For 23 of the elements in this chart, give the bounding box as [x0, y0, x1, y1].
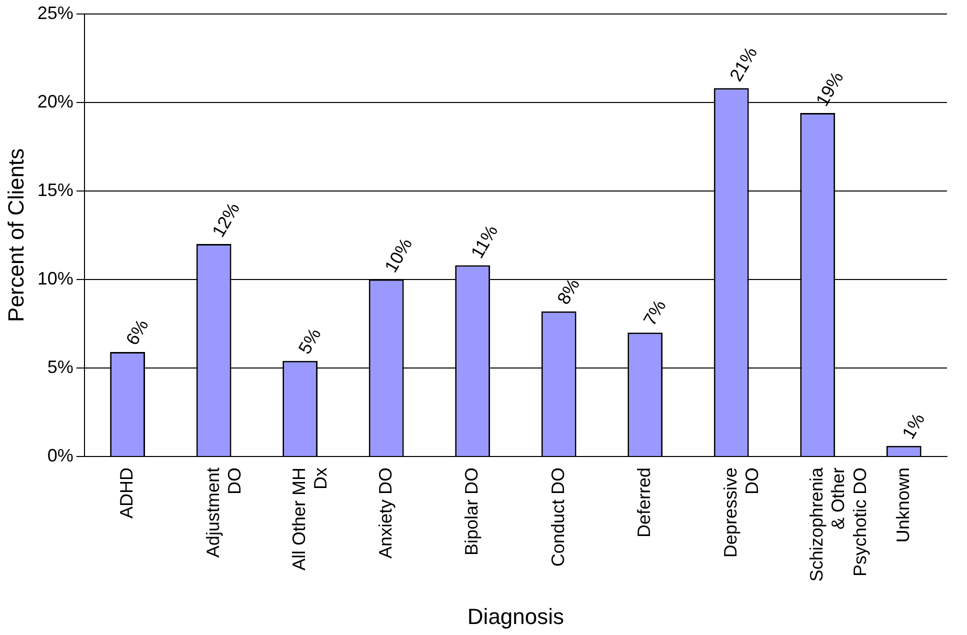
x-tick-label: Depressive DO — [720, 468, 762, 558]
x-tick-label: Bipolar DO — [462, 468, 482, 556]
x-tick-label: Adjustment DO — [202, 468, 244, 558]
y-tick-label: 20% — [37, 91, 74, 112]
y-tick-label: 15% — [37, 180, 74, 200]
x-axis-title: Diagnosis — [467, 604, 564, 629]
y-tick-label: 5% — [47, 356, 74, 377]
x-tick-label: Anxiety DO — [375, 468, 396, 559]
x-tick-label: All Other MH Dx — [289, 468, 331, 571]
y-tick-label: 0% — [47, 445, 74, 466]
y-tick-label: 25% — [37, 2, 74, 23]
data-label: 7% — [640, 296, 670, 330]
data-label: 8% — [553, 275, 584, 308]
x-tick-label: Conduct DO — [548, 468, 568, 567]
data-label: 5% — [294, 324, 325, 358]
x-tick-label: ADHD — [116, 468, 137, 519]
x-tick-label: Deferred — [634, 468, 654, 538]
data-label: 6% — [122, 316, 152, 349]
x-tick-label: Schizophrenia & Other Psychotic DO — [806, 466, 870, 582]
data-label: 1% — [898, 410, 929, 442]
y-axis-title: Percent of Clients — [3, 148, 28, 322]
x-tick-label: Unknown — [892, 468, 913, 543]
y-tick-label: 10% — [37, 268, 74, 288]
